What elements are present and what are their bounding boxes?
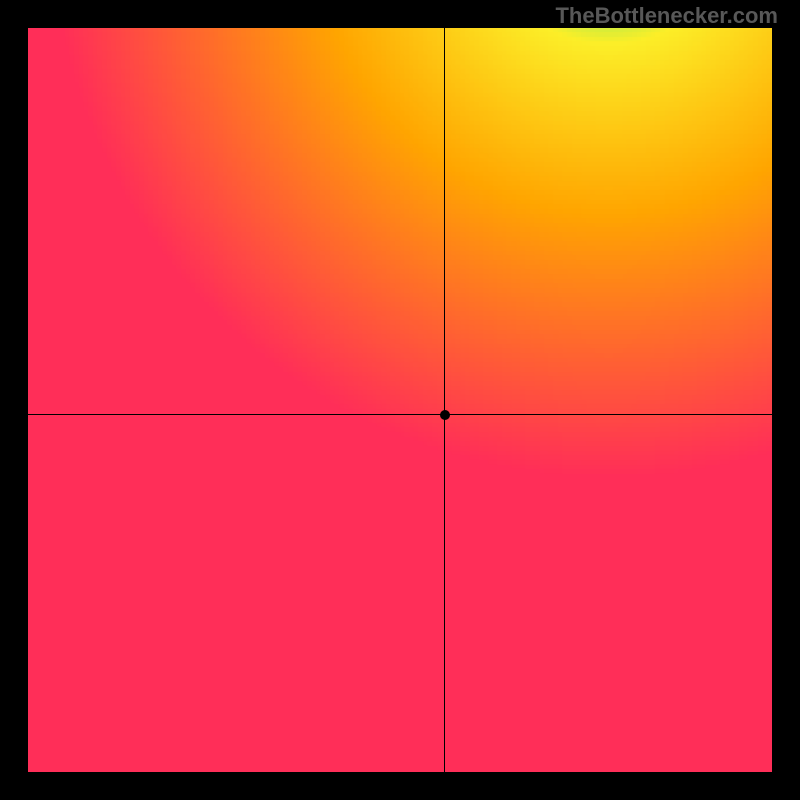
crosshair-vertical <box>444 28 445 772</box>
data-point-marker <box>440 410 450 420</box>
crosshair-horizontal <box>28 414 772 415</box>
chart-container: TheBottlenecker.com <box>0 0 800 800</box>
heatmap-canvas <box>28 28 772 772</box>
watermark-label: TheBottlenecker.com <box>555 3 778 29</box>
